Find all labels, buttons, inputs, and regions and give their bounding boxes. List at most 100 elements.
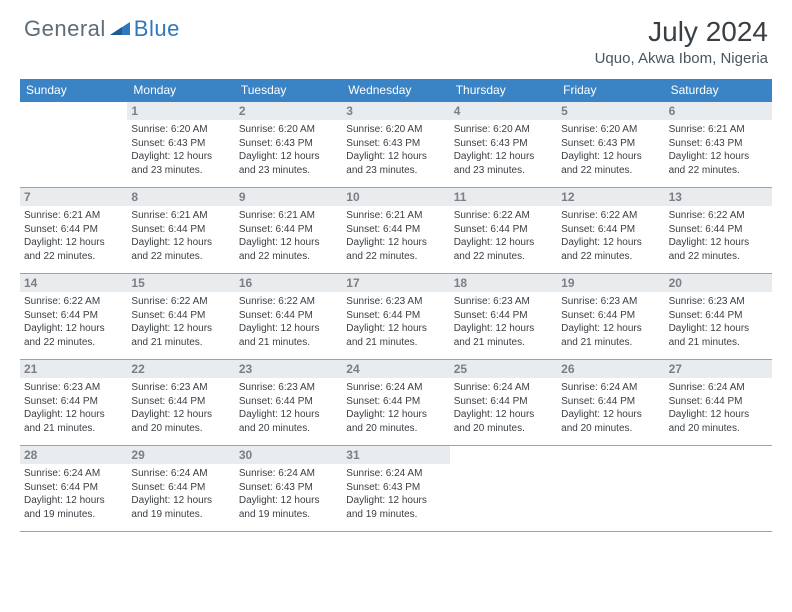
day-number: 9 [235, 188, 342, 206]
sunrise-line: Sunrise: 6:20 AM [131, 123, 230, 137]
day-details: Sunrise: 6:23 AMSunset: 6:44 PMDaylight:… [235, 378, 342, 439]
sunset-line: Sunset: 6:44 PM [669, 223, 768, 237]
sunset-line: Sunset: 6:44 PM [131, 481, 230, 495]
logo-triangle-icon [110, 19, 130, 40]
day-details: Sunrise: 6:22 AMSunset: 6:44 PMDaylight:… [665, 206, 772, 267]
day-details: Sunrise: 6:21 AMSunset: 6:43 PMDaylight:… [665, 120, 772, 181]
daylight-line: Daylight: 12 hours and 22 minutes. [669, 236, 768, 263]
sunset-line: Sunset: 6:44 PM [561, 309, 660, 323]
sunset-line: Sunset: 6:44 PM [24, 395, 123, 409]
day-details: Sunrise: 6:23 AMSunset: 6:44 PMDaylight:… [342, 292, 449, 353]
day-number: 30 [235, 446, 342, 464]
calendar-day: 1Sunrise: 6:20 AMSunset: 6:43 PMDaylight… [127, 102, 234, 187]
calendar-day: 30Sunrise: 6:24 AMSunset: 6:43 PMDayligh… [235, 446, 342, 531]
calendar-day: 4Sunrise: 6:20 AMSunset: 6:43 PMDaylight… [450, 102, 557, 187]
calendar-day: 28Sunrise: 6:24 AMSunset: 6:44 PMDayligh… [20, 446, 127, 531]
daylight-line: Daylight: 12 hours and 22 minutes. [561, 236, 660, 263]
day-details: Sunrise: 6:22 AMSunset: 6:44 PMDaylight:… [20, 292, 127, 353]
daylight-line: Daylight: 12 hours and 21 minutes. [346, 322, 445, 349]
day-number: 31 [342, 446, 449, 464]
daylight-line: Daylight: 12 hours and 20 minutes. [131, 408, 230, 435]
daylight-line: Daylight: 12 hours and 20 minutes. [454, 408, 553, 435]
sunset-line: Sunset: 6:44 PM [346, 223, 445, 237]
logo-text-general: General [24, 16, 106, 42]
day-number: 8 [127, 188, 234, 206]
day-details: Sunrise: 6:20 AMSunset: 6:43 PMDaylight:… [127, 120, 234, 181]
day-number: 16 [235, 274, 342, 292]
logo-text-blue: Blue [134, 16, 180, 42]
day-details: Sunrise: 6:22 AMSunset: 6:44 PMDaylight:… [127, 292, 234, 353]
day-number: 28 [20, 446, 127, 464]
sunset-line: Sunset: 6:43 PM [669, 137, 768, 151]
sunrise-line: Sunrise: 6:23 AM [561, 295, 660, 309]
sunrise-line: Sunrise: 6:21 AM [239, 209, 338, 223]
dow-cell: Tuesday [235, 79, 342, 102]
day-details: Sunrise: 6:24 AMSunset: 6:44 PMDaylight:… [450, 378, 557, 439]
day-number: 11 [450, 188, 557, 206]
day-details: Sunrise: 6:22 AMSunset: 6:44 PMDaylight:… [557, 206, 664, 267]
day-details: Sunrise: 6:24 AMSunset: 6:44 PMDaylight:… [342, 378, 449, 439]
calendar-week: 28Sunrise: 6:24 AMSunset: 6:44 PMDayligh… [20, 446, 772, 532]
day-details: Sunrise: 6:23 AMSunset: 6:44 PMDaylight:… [450, 292, 557, 353]
sunrise-line: Sunrise: 6:22 AM [131, 295, 230, 309]
daylight-line: Daylight: 12 hours and 22 minutes. [669, 150, 768, 177]
day-details: Sunrise: 6:24 AMSunset: 6:44 PMDaylight:… [127, 464, 234, 525]
day-number: 25 [450, 360, 557, 378]
sunset-line: Sunset: 6:44 PM [239, 395, 338, 409]
calendar-day: 15Sunrise: 6:22 AMSunset: 6:44 PMDayligh… [127, 274, 234, 359]
sunset-line: Sunset: 6:44 PM [24, 481, 123, 495]
brand-logo: General Blue [24, 16, 180, 42]
sunrise-line: Sunrise: 6:24 AM [561, 381, 660, 395]
daylight-line: Daylight: 12 hours and 20 minutes. [669, 408, 768, 435]
dow-cell: Saturday [665, 79, 772, 102]
sunrise-line: Sunrise: 6:23 AM [669, 295, 768, 309]
day-details: Sunrise: 6:21 AMSunset: 6:44 PMDaylight:… [342, 206, 449, 267]
day-details: Sunrise: 6:21 AMSunset: 6:44 PMDaylight:… [127, 206, 234, 267]
sunrise-line: Sunrise: 6:22 AM [669, 209, 768, 223]
sunset-line: Sunset: 6:44 PM [239, 223, 338, 237]
dow-cell: Sunday [20, 79, 127, 102]
dow-cell: Monday [127, 79, 234, 102]
daylight-line: Daylight: 12 hours and 20 minutes. [346, 408, 445, 435]
calendar-day: 23Sunrise: 6:23 AMSunset: 6:44 PMDayligh… [235, 360, 342, 445]
calendar-week: 7Sunrise: 6:21 AMSunset: 6:44 PMDaylight… [20, 188, 772, 274]
daylight-line: Daylight: 12 hours and 22 minutes. [561, 150, 660, 177]
calendar-day [450, 446, 557, 531]
day-number: 5 [557, 102, 664, 120]
title-block: July 2024 Uquo, Akwa Ibom, Nigeria [595, 16, 768, 67]
sunrise-line: Sunrise: 6:24 AM [131, 467, 230, 481]
sunrise-line: Sunrise: 6:24 AM [239, 467, 338, 481]
daylight-line: Daylight: 12 hours and 21 minutes. [131, 322, 230, 349]
daylight-line: Daylight: 12 hours and 23 minutes. [239, 150, 338, 177]
day-number: 15 [127, 274, 234, 292]
sunrise-line: Sunrise: 6:24 AM [346, 467, 445, 481]
day-details: Sunrise: 6:24 AMSunset: 6:44 PMDaylight:… [665, 378, 772, 439]
sunset-line: Sunset: 6:43 PM [239, 481, 338, 495]
calendar-day: 17Sunrise: 6:23 AMSunset: 6:44 PMDayligh… [342, 274, 449, 359]
day-details: Sunrise: 6:23 AMSunset: 6:44 PMDaylight:… [127, 378, 234, 439]
daylight-line: Daylight: 12 hours and 21 minutes. [561, 322, 660, 349]
sunrise-line: Sunrise: 6:21 AM [131, 209, 230, 223]
day-number: 23 [235, 360, 342, 378]
daylight-line: Daylight: 12 hours and 22 minutes. [131, 236, 230, 263]
sunset-line: Sunset: 6:44 PM [454, 395, 553, 409]
day-details: Sunrise: 6:21 AMSunset: 6:44 PMDaylight:… [235, 206, 342, 267]
sunset-line: Sunset: 6:44 PM [561, 223, 660, 237]
calendar-day: 13Sunrise: 6:22 AMSunset: 6:44 PMDayligh… [665, 188, 772, 273]
sunset-line: Sunset: 6:44 PM [346, 395, 445, 409]
calendar-week: 1Sunrise: 6:20 AMSunset: 6:43 PMDaylight… [20, 102, 772, 188]
day-details: Sunrise: 6:21 AMSunset: 6:44 PMDaylight:… [20, 206, 127, 267]
calendar-week: 21Sunrise: 6:23 AMSunset: 6:44 PMDayligh… [20, 360, 772, 446]
daylight-line: Daylight: 12 hours and 21 minutes. [239, 322, 338, 349]
calendar-week: 14Sunrise: 6:22 AMSunset: 6:44 PMDayligh… [20, 274, 772, 360]
calendar-day: 11Sunrise: 6:22 AMSunset: 6:44 PMDayligh… [450, 188, 557, 273]
day-details: Sunrise: 6:23 AMSunset: 6:44 PMDaylight:… [665, 292, 772, 353]
day-details: Sunrise: 6:24 AMSunset: 6:43 PMDaylight:… [235, 464, 342, 525]
sunset-line: Sunset: 6:43 PM [346, 137, 445, 151]
calendar-day: 7Sunrise: 6:21 AMSunset: 6:44 PMDaylight… [20, 188, 127, 273]
daylight-line: Daylight: 12 hours and 23 minutes. [454, 150, 553, 177]
sunset-line: Sunset: 6:44 PM [669, 309, 768, 323]
calendar-day: 2Sunrise: 6:20 AMSunset: 6:43 PMDaylight… [235, 102, 342, 187]
sunset-line: Sunset: 6:43 PM [346, 481, 445, 495]
sunrise-line: Sunrise: 6:22 AM [561, 209, 660, 223]
